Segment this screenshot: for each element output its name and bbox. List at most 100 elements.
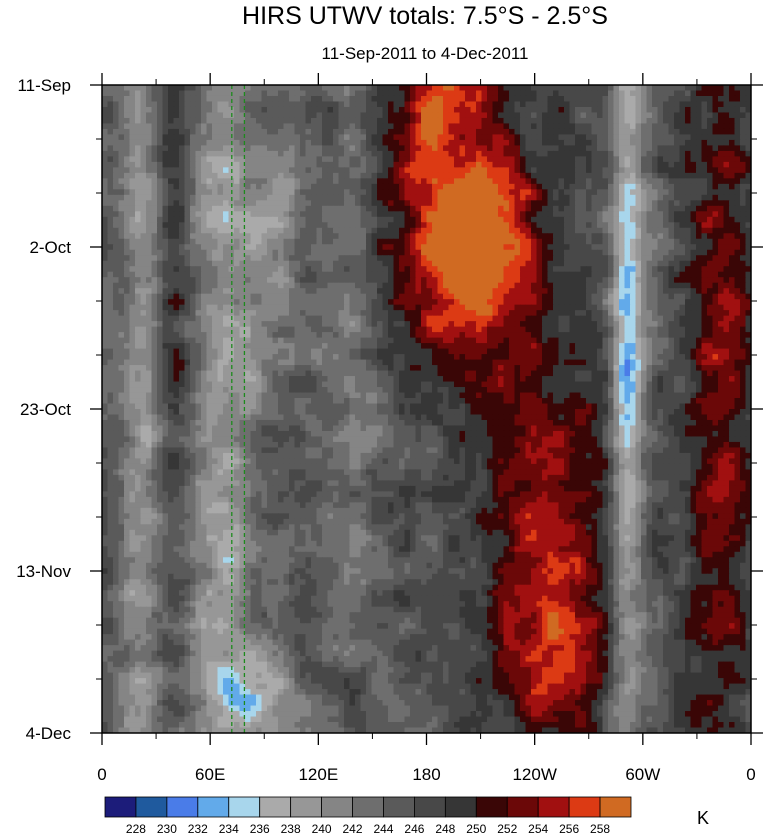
heatmap-cell (399, 233, 406, 240)
heatmap-cell (190, 90, 197, 97)
heatmap-cell (371, 150, 378, 157)
heatmap-cell (366, 167, 373, 174)
heatmap-cell (520, 200, 527, 207)
heatmap-cell (701, 183, 708, 190)
heatmap-cell (536, 200, 543, 207)
heatmap-cell (201, 134, 208, 141)
heatmap-cell (228, 156, 235, 163)
heatmap-cell (322, 216, 329, 223)
heatmap-cell (327, 128, 334, 136)
heatmap-cell (668, 117, 675, 125)
heatmap-cell (481, 150, 488, 157)
heatmap-cell (245, 112, 252, 119)
heatmap-cell (250, 101, 257, 108)
heatmap-cell (206, 117, 213, 125)
heatmap-cell (624, 139, 631, 147)
heatmap-cell (261, 156, 268, 163)
heatmap-cell (591, 128, 598, 136)
heatmap-cell (316, 200, 323, 207)
heatmap-cell (300, 161, 307, 168)
heatmap-cell (663, 145, 670, 152)
heatmap-cell (168, 161, 175, 168)
heatmap-cell (118, 282, 125, 289)
heatmap-cell (349, 183, 356, 190)
heatmap-cell (663, 260, 670, 267)
heatmap-cell (234, 244, 241, 251)
heatmap-cell (107, 304, 114, 311)
heatmap-cell (129, 134, 136, 141)
heatmap-cell (745, 156, 751, 163)
heatmap-cell (322, 178, 329, 185)
heatmap-cell (338, 288, 345, 295)
heatmap-cell (212, 205, 219, 212)
heatmap-cell (294, 282, 301, 289)
heatmap-cell (547, 183, 554, 190)
heatmap-cell (344, 271, 351, 278)
heatmap-cell (536, 106, 543, 114)
heatmap-cell (157, 299, 164, 306)
heatmap-cell (179, 227, 186, 234)
heatmap-cell (327, 145, 334, 152)
heatmap-cell (624, 271, 631, 278)
heatmap-cell (514, 216, 521, 223)
heatmap-cell (591, 277, 598, 284)
heatmap-cell (487, 282, 494, 289)
heatmap-cell (349, 128, 356, 136)
heatmap-cell (608, 238, 615, 245)
heatmap-cell (272, 310, 279, 317)
heatmap-cell (591, 293, 598, 300)
heatmap-cell (432, 266, 439, 273)
heatmap-cell (547, 90, 554, 97)
heatmap-cell (487, 244, 494, 251)
heatmap-cell (300, 172, 307, 179)
heatmap-cell (223, 205, 230, 212)
heatmap-cell (635, 150, 642, 157)
heatmap-cell (679, 156, 686, 163)
heatmap-cell (575, 101, 582, 108)
heatmap-cell (481, 95, 488, 103)
heatmap-cell (503, 101, 510, 108)
heatmap-cell (118, 293, 125, 300)
heatmap-cell (102, 134, 109, 141)
heatmap-cell (470, 227, 477, 234)
heatmap-cell (151, 205, 158, 212)
heatmap-cell (602, 134, 609, 141)
heatmap-cell (234, 123, 241, 130)
heatmap-cell (723, 244, 730, 251)
heatmap-cell (602, 244, 609, 251)
heatmap-cell (470, 249, 477, 256)
heatmap-cell (250, 117, 257, 125)
heatmap-cell (129, 315, 136, 322)
heatmap-cell (168, 315, 175, 322)
heatmap-cell (256, 189, 263, 196)
heatmap-cell (294, 293, 301, 300)
heatmap-cell (564, 139, 571, 147)
heatmap-cell (470, 150, 477, 157)
heatmap-cell (652, 216, 659, 223)
heatmap-cell (696, 288, 703, 295)
heatmap-cell (135, 123, 142, 130)
heatmap-cell (305, 211, 312, 218)
heatmap-cell (146, 178, 153, 185)
heatmap-cell (124, 282, 131, 289)
heatmap-cell (173, 249, 180, 256)
heatmap-cell (140, 145, 147, 152)
heatmap-cell (569, 145, 576, 152)
heatmap-cell (272, 277, 279, 284)
heatmap-cell (641, 304, 648, 311)
heatmap-cell (564, 128, 571, 136)
heatmap-cell (635, 299, 642, 306)
heatmap-cell (514, 200, 521, 207)
heatmap-cell (613, 271, 620, 278)
heatmap-cell (696, 277, 703, 284)
heatmap-cell (569, 167, 576, 174)
heatmap-cell (157, 288, 164, 295)
heatmap-cell (261, 222, 268, 229)
heatmap-cell (745, 189, 751, 196)
heatmap-cell (481, 238, 488, 245)
heatmap-cell (470, 194, 477, 201)
heatmap-cell (206, 183, 213, 190)
heatmap-cell (740, 117, 747, 125)
heatmap-cell (564, 194, 571, 201)
heatmap-cell (652, 266, 659, 273)
